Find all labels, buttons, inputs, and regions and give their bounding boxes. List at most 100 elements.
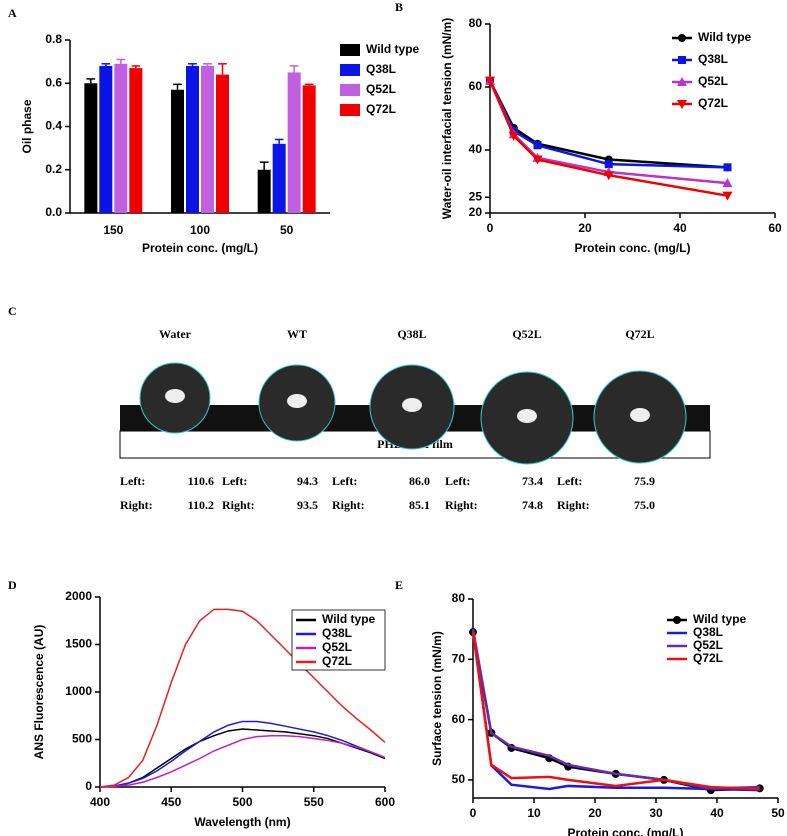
x-tick-label: 500 (232, 795, 252, 809)
y-tick-label: 0.2 (45, 162, 62, 176)
legend-swatch (340, 104, 360, 116)
legend-label: Q72L (693, 651, 723, 665)
series-line (99, 608, 386, 788)
x-tick-label: 550 (304, 795, 324, 809)
marker (508, 131, 519, 141)
legend-label: Q38L (698, 52, 728, 66)
left-angle: 73.4 (522, 474, 543, 488)
x-tick-label: 150 (103, 223, 123, 237)
right-angle: 74.8 (522, 498, 543, 512)
bar (287, 72, 301, 213)
y-tick-label: 70 (452, 651, 466, 665)
right-angle: 93.5 (297, 498, 318, 512)
bar (201, 65, 214, 213)
legend-swatch (340, 64, 360, 76)
right-angle: 85.1 (409, 498, 430, 512)
bar (216, 74, 229, 213)
droplet-label: Q72L (625, 327, 654, 341)
droplet-label: Q52L (512, 327, 541, 341)
y-tick-label: 50 (452, 772, 466, 786)
droplet-highlight (165, 389, 185, 403)
legend-label: Q52L (322, 640, 352, 654)
y-tick-label: 0 (85, 779, 92, 793)
series-line (488, 80, 728, 169)
x-tick-label: 400 (90, 795, 110, 809)
panel-label: B (395, 0, 403, 14)
left-label: Left: (120, 474, 145, 488)
x-tick-label: 60 (768, 221, 782, 235)
bar (272, 143, 286, 213)
left-label: Left: (332, 474, 357, 488)
series-line (471, 631, 760, 791)
x-axis-title: Protein conc. (mg/L) (567, 826, 683, 836)
x-axis-title: Protein conc. (mg/L) (574, 241, 690, 255)
marker (533, 141, 542, 150)
legend-swatch (340, 44, 360, 56)
x-tick-label: 450 (161, 795, 181, 809)
y-tick-label: 500 (72, 732, 92, 746)
legend-label: Wild type (322, 612, 376, 626)
y-tick-label: 40 (469, 142, 483, 156)
left-label: Left: (557, 474, 582, 488)
marker (532, 155, 543, 165)
x-tick-label: 40 (673, 221, 687, 235)
legend-label: Wild type (693, 612, 747, 626)
x-tick-label: 20 (578, 221, 592, 235)
bar (257, 169, 271, 213)
bar (99, 65, 113, 213)
bar (84, 83, 98, 213)
panel-label: D (8, 578, 17, 592)
left-angle: 86.0 (409, 474, 430, 488)
legend-label: Q52L (366, 82, 396, 96)
series-line (99, 734, 386, 788)
marker (677, 100, 687, 109)
y-tick-label: 20 (469, 205, 483, 219)
legend-label: Q38L (366, 62, 396, 76)
right-label: Right: (120, 498, 153, 512)
legend-label: Wild type (366, 42, 420, 56)
right-angle: 75.0 (634, 498, 655, 512)
y-tick-label: 25 (469, 189, 483, 203)
legend-label: Q72L (322, 654, 352, 668)
right-label: Right: (557, 498, 590, 512)
y-axis-title: ANS Fluorescence (AU) (32, 625, 46, 760)
droplet-highlight (517, 409, 537, 423)
x-tick-label: 30 (649, 806, 663, 820)
bar (171, 89, 184, 213)
x-tick-label: 50 (280, 223, 294, 237)
left-angle: 94.3 (297, 474, 318, 488)
marker (722, 178, 733, 188)
left-angle: 110.6 (188, 474, 214, 488)
droplet-label: Q38L (397, 327, 426, 341)
bar (129, 68, 143, 213)
legend-label: Q52L (698, 74, 728, 88)
marker (678, 56, 686, 64)
y-tick-label: 60 (452, 712, 466, 726)
y-tick-label: 0.4 (45, 119, 62, 133)
marker (604, 160, 613, 169)
marker (723, 163, 732, 172)
y-tick-label: 0.6 (45, 75, 62, 89)
series-line (488, 80, 728, 169)
y-tick-label: 2000 (65, 589, 92, 603)
x-tick-label: 100 (190, 223, 210, 237)
legend-label: Wild type (698, 30, 752, 44)
y-axis-title: Water-oil interfacial tension (mN/m) (440, 18, 454, 220)
panel-label: A (8, 6, 17, 20)
y-tick-label: 60 (469, 79, 483, 93)
droplet-highlight (630, 408, 650, 422)
right-angle: 110.2 (188, 498, 214, 512)
y-tick-label: 1500 (65, 637, 92, 651)
legend-label: Q72L (366, 102, 396, 116)
right-label: Right: (222, 498, 255, 512)
x-tick-label: 20 (588, 806, 602, 820)
y-axis-title: Surface tension (mN/m) (430, 631, 444, 766)
y-tick-label: 0.8 (45, 32, 62, 46)
bar (114, 63, 128, 213)
y-tick-label: 1000 (65, 684, 92, 698)
x-tick-label: 600 (375, 795, 395, 809)
marker (485, 76, 495, 86)
bar (302, 85, 316, 213)
left-angle: 75.9 (634, 474, 655, 488)
bar (186, 65, 199, 213)
